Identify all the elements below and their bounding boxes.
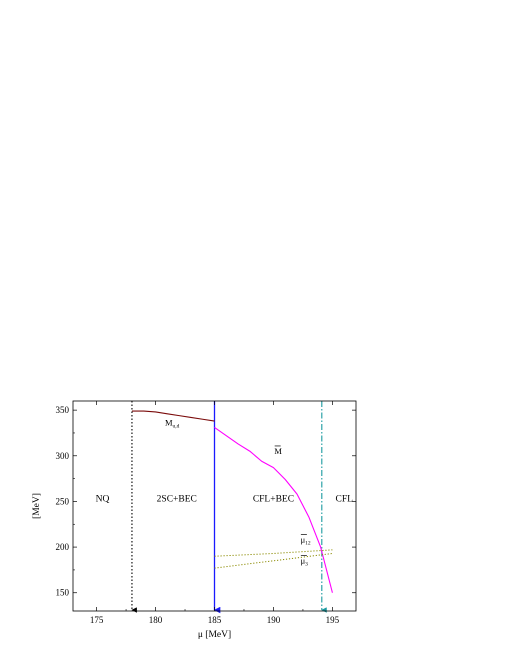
svg-text:μ12: μ12 — [301, 535, 311, 547]
y-tick-label: 350 — [56, 405, 70, 415]
curve-label-mu3: μ3 — [301, 555, 309, 568]
svg-text:Mu,d: Mu,d — [165, 418, 180, 430]
y-tick-label: 250 — [56, 496, 70, 506]
region-label-cfl-bec: CFL+BEC — [253, 494, 294, 504]
x-axis-label: μ [MeV] — [198, 630, 231, 640]
x-tick-label: 175 — [90, 615, 104, 625]
x-tick-label: 185 — [208, 615, 222, 625]
curve-label-mu3-sub: 3 — [305, 562, 308, 568]
region-label-nq: NQ — [96, 494, 110, 504]
y-tick-label: 150 — [56, 588, 70, 598]
curve-label-mbar: M — [274, 445, 282, 456]
y-tick-label: 300 — [56, 451, 70, 461]
series-line-3 — [214, 549, 333, 557]
region-label-2sc-bec: 2SC+BEC — [157, 494, 197, 504]
curve-label-mbar-text: M — [274, 446, 282, 456]
curve-label-mu12-sub: 12 — [305, 541, 311, 547]
x-tick-label: 180 — [149, 615, 163, 625]
x-tick-label: 190 — [267, 615, 281, 625]
series-line-4 — [214, 552, 333, 569]
plot-area — [131, 401, 333, 614]
series-line-2 — [214, 427, 333, 593]
y-tick-label: 200 — [56, 542, 70, 552]
curve-label-mu12-main: μ — [301, 535, 306, 545]
svg-text:μ3: μ3 — [301, 556, 309, 568]
x-tick-label: 195 — [326, 615, 340, 625]
curve-label-mu12: μ12 — [301, 534, 311, 547]
curve-label-m-main: M — [165, 418, 173, 428]
curve-label-m-ud: Mu,d — [165, 418, 180, 430]
region-label-cfl: CFL — [335, 494, 353, 504]
series-line-1 — [131, 410, 215, 422]
axis-ticks: 175 180 185 190 195 150 200 250 300 350 — [56, 401, 356, 625]
curve-label-mu3-main: μ — [301, 556, 306, 566]
y-axis-label: [MeV] — [32, 493, 42, 519]
curve-label-m-sub: u,d — [173, 424, 180, 430]
